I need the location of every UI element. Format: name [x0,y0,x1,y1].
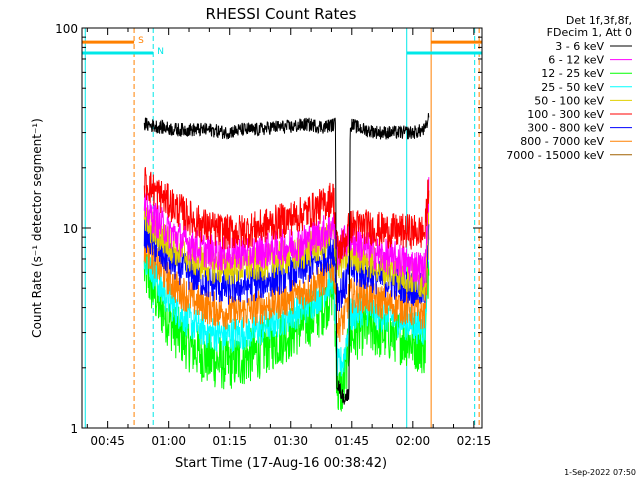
y-tick-label: 100 [55,22,78,36]
legend-entry-label: 6 - 12 keV [548,54,604,67]
series-line [143,244,430,412]
series-line [143,166,430,264]
legend-header: Det 1f,3f,8f, [566,14,632,27]
legend-entry-label: 100 - 300 keV [527,108,604,121]
legend-entry-label: 50 - 100 keV [534,94,604,107]
x-tick-label: 01:15 [212,434,247,448]
flag-label-n: N [157,47,164,57]
legend-entry-label: 3 - 6 keV [555,40,604,53]
legend-entry-label: 300 - 800 keV [527,122,604,135]
x-tick-label: 01:30 [273,434,308,448]
legend-entry-label: 12 - 25 keV [541,67,604,80]
legend-entry-label: 25 - 50 keV [541,81,604,94]
timestamp: 1-Sep-2022 07:50 [564,468,636,477]
x-axis-label: Start Time (17-Aug-16 00:38:42) [175,456,387,471]
x-axis-ticks: 00:45 01:00 01:15 01:30 01:45 02:00 02:15 [86,28,492,448]
y-tick-label: 10 [63,222,78,236]
flag-label-s: S [138,36,144,46]
y-axis-label: Count Rate (s⁻¹ detector segment⁻¹) [30,118,44,338]
y-tick-label: 1 [70,422,78,436]
chart-title: RHESSI Count Rates [206,5,357,23]
y-axis-ticks: 1 10 100 [55,22,482,436]
series-line [143,113,430,405]
legend-header: FDecim 1, Att 0 [547,26,632,39]
legend-entry-label: 7000 - 15000 keV [506,149,604,162]
series-line [143,177,430,288]
series-line [143,218,430,343]
x-tick-label: 01:45 [334,434,369,448]
x-tick-label: 02:00 [396,434,431,448]
legend-entry-label: 800 - 7000 keV [520,135,604,148]
x-tick-label: 01:00 [151,434,186,448]
plot-data: SN [82,28,482,428]
x-tick-label: 02:15 [457,434,492,448]
x-tick-label: 00:45 [90,434,125,448]
